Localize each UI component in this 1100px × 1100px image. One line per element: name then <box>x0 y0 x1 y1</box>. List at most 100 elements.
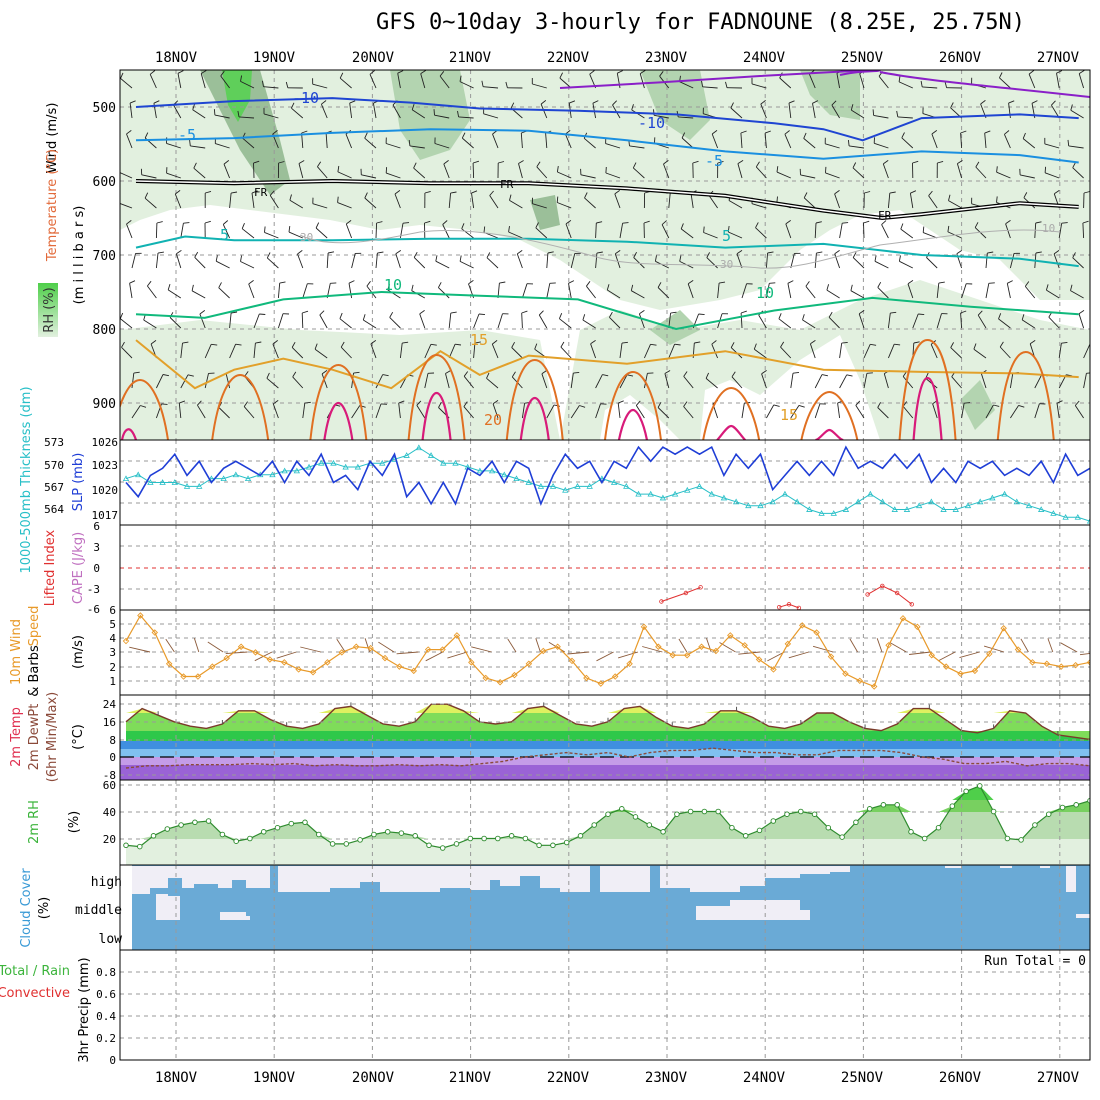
wind-barb <box>540 103 548 119</box>
wind-barb <box>605 143 621 149</box>
thickness-marker <box>244 475 252 482</box>
wind-barb <box>520 132 523 149</box>
cloud-gap-high <box>330 866 360 888</box>
wind-barb <box>960 132 963 149</box>
wind-barb-flag <box>433 109 435 116</box>
wind-barb-flag <box>711 130 718 135</box>
wind10-barb <box>767 651 785 662</box>
thickness-marker <box>513 475 520 482</box>
rh2m-marker <box>495 835 501 842</box>
rh2m-marker <box>357 837 363 843</box>
wind-barb-flag <box>778 313 782 319</box>
wind-barb-flag <box>858 310 865 315</box>
wind-barb <box>541 373 548 389</box>
wind-barb-flag <box>1070 284 1073 291</box>
wind-barb-flag <box>870 343 877 346</box>
wind-barb-flag <box>1061 222 1068 224</box>
thickness-marker <box>903 506 911 512</box>
wind-barb <box>120 78 133 89</box>
rh-area-light <box>120 70 1090 310</box>
wind-barb-flag <box>681 132 686 139</box>
wind-barb-flag <box>1074 400 1080 406</box>
wind-barb-flag <box>855 400 861 406</box>
wind-barb <box>900 228 914 239</box>
wind-barb-flag <box>486 372 490 379</box>
thickness-marker <box>586 483 593 489</box>
wind10-barb <box>129 646 151 653</box>
isotherm-label-fr: FR <box>500 178 514 191</box>
wind10-barb <box>567 651 590 655</box>
wind-barb-flag <box>984 130 991 134</box>
lifted-index-marker <box>698 585 703 590</box>
wind-barb <box>155 222 158 239</box>
wind-barb <box>491 343 499 359</box>
wind-barb-flag <box>559 72 564 79</box>
lifted-index-marker <box>683 590 689 596</box>
wind-barb <box>784 134 792 149</box>
wind-barb <box>473 343 476 359</box>
wind-barb <box>238 116 255 119</box>
thickness-marker <box>196 483 203 489</box>
wind-barb-flag <box>521 310 528 314</box>
wind-barb-flag <box>950 102 954 109</box>
wind-barb-flag <box>1072 252 1076 258</box>
wind-barb-flag <box>366 281 371 287</box>
isotherm-line-20 <box>120 378 169 440</box>
wind-barb <box>873 114 889 119</box>
wind-barb <box>120 318 133 329</box>
wind-barb-flag <box>1035 221 1042 224</box>
wind-barb-flag <box>573 371 580 374</box>
wind-barb-flag <box>411 103 415 110</box>
wind10-barb <box>889 642 907 653</box>
rh2m-marker <box>550 842 556 849</box>
wind-barb <box>687 283 694 299</box>
wind-barb <box>511 347 523 359</box>
wind10-ticks: 6 5 4 3 2 1 <box>109 604 116 688</box>
wind-barb-flag <box>960 310 967 314</box>
wind-barb <box>878 76 889 89</box>
wind-tick: 1 <box>109 675 116 688</box>
wind-barb <box>345 133 353 149</box>
wind10-marker <box>540 647 547 655</box>
wind10-marker <box>223 654 230 662</box>
precip-frame <box>119 949 1091 1061</box>
thickness-marker <box>501 471 508 478</box>
wind-barb-flag <box>627 374 634 377</box>
thickness-marker <box>696 483 703 489</box>
wind10-marker <box>842 670 849 677</box>
thickness-marker <box>549 483 557 489</box>
wind-barb <box>765 283 770 299</box>
wind-barb-flag <box>618 400 624 404</box>
wind-barb-flag <box>1082 220 1089 224</box>
wind-tick: 3 <box>109 646 116 659</box>
wind-barb <box>787 283 792 299</box>
rh2m-marker <box>742 833 749 839</box>
wind-barb-flag <box>755 161 760 168</box>
wind-barb <box>229 344 237 359</box>
thickness-marker <box>232 471 240 478</box>
thickness-marker <box>488 467 496 474</box>
isotherm-label-5: 5 <box>220 226 229 244</box>
wind-barb-flag <box>810 340 816 345</box>
wind-barb-flag <box>1035 251 1042 254</box>
wind-barb-flag <box>821 374 828 377</box>
thickness-marker <box>867 490 874 497</box>
wind-barb <box>326 252 329 269</box>
wind-barb-flag <box>694 341 701 344</box>
bottom-date-label: 24NOV <box>743 1070 786 1086</box>
wind-barb <box>812 103 816 119</box>
wind-barb <box>560 346 572 359</box>
lifted-index-line <box>779 603 800 609</box>
wind-barb-flag <box>319 310 325 316</box>
wind-barb <box>802 319 816 329</box>
cloud-level-label: low <box>99 932 123 947</box>
wind-barb-flag <box>731 371 736 378</box>
wind-barb <box>632 167 645 179</box>
isotherm-line-25 <box>716 424 746 440</box>
top-date-label: 26NOV <box>939 50 982 66</box>
wind-barb-flag <box>364 192 368 199</box>
wind-barb-flag <box>1018 404 1025 408</box>
rh2m-marker <box>963 788 969 795</box>
wind-barb-flag <box>1029 340 1036 345</box>
wind-barb-flag <box>377 251 384 254</box>
